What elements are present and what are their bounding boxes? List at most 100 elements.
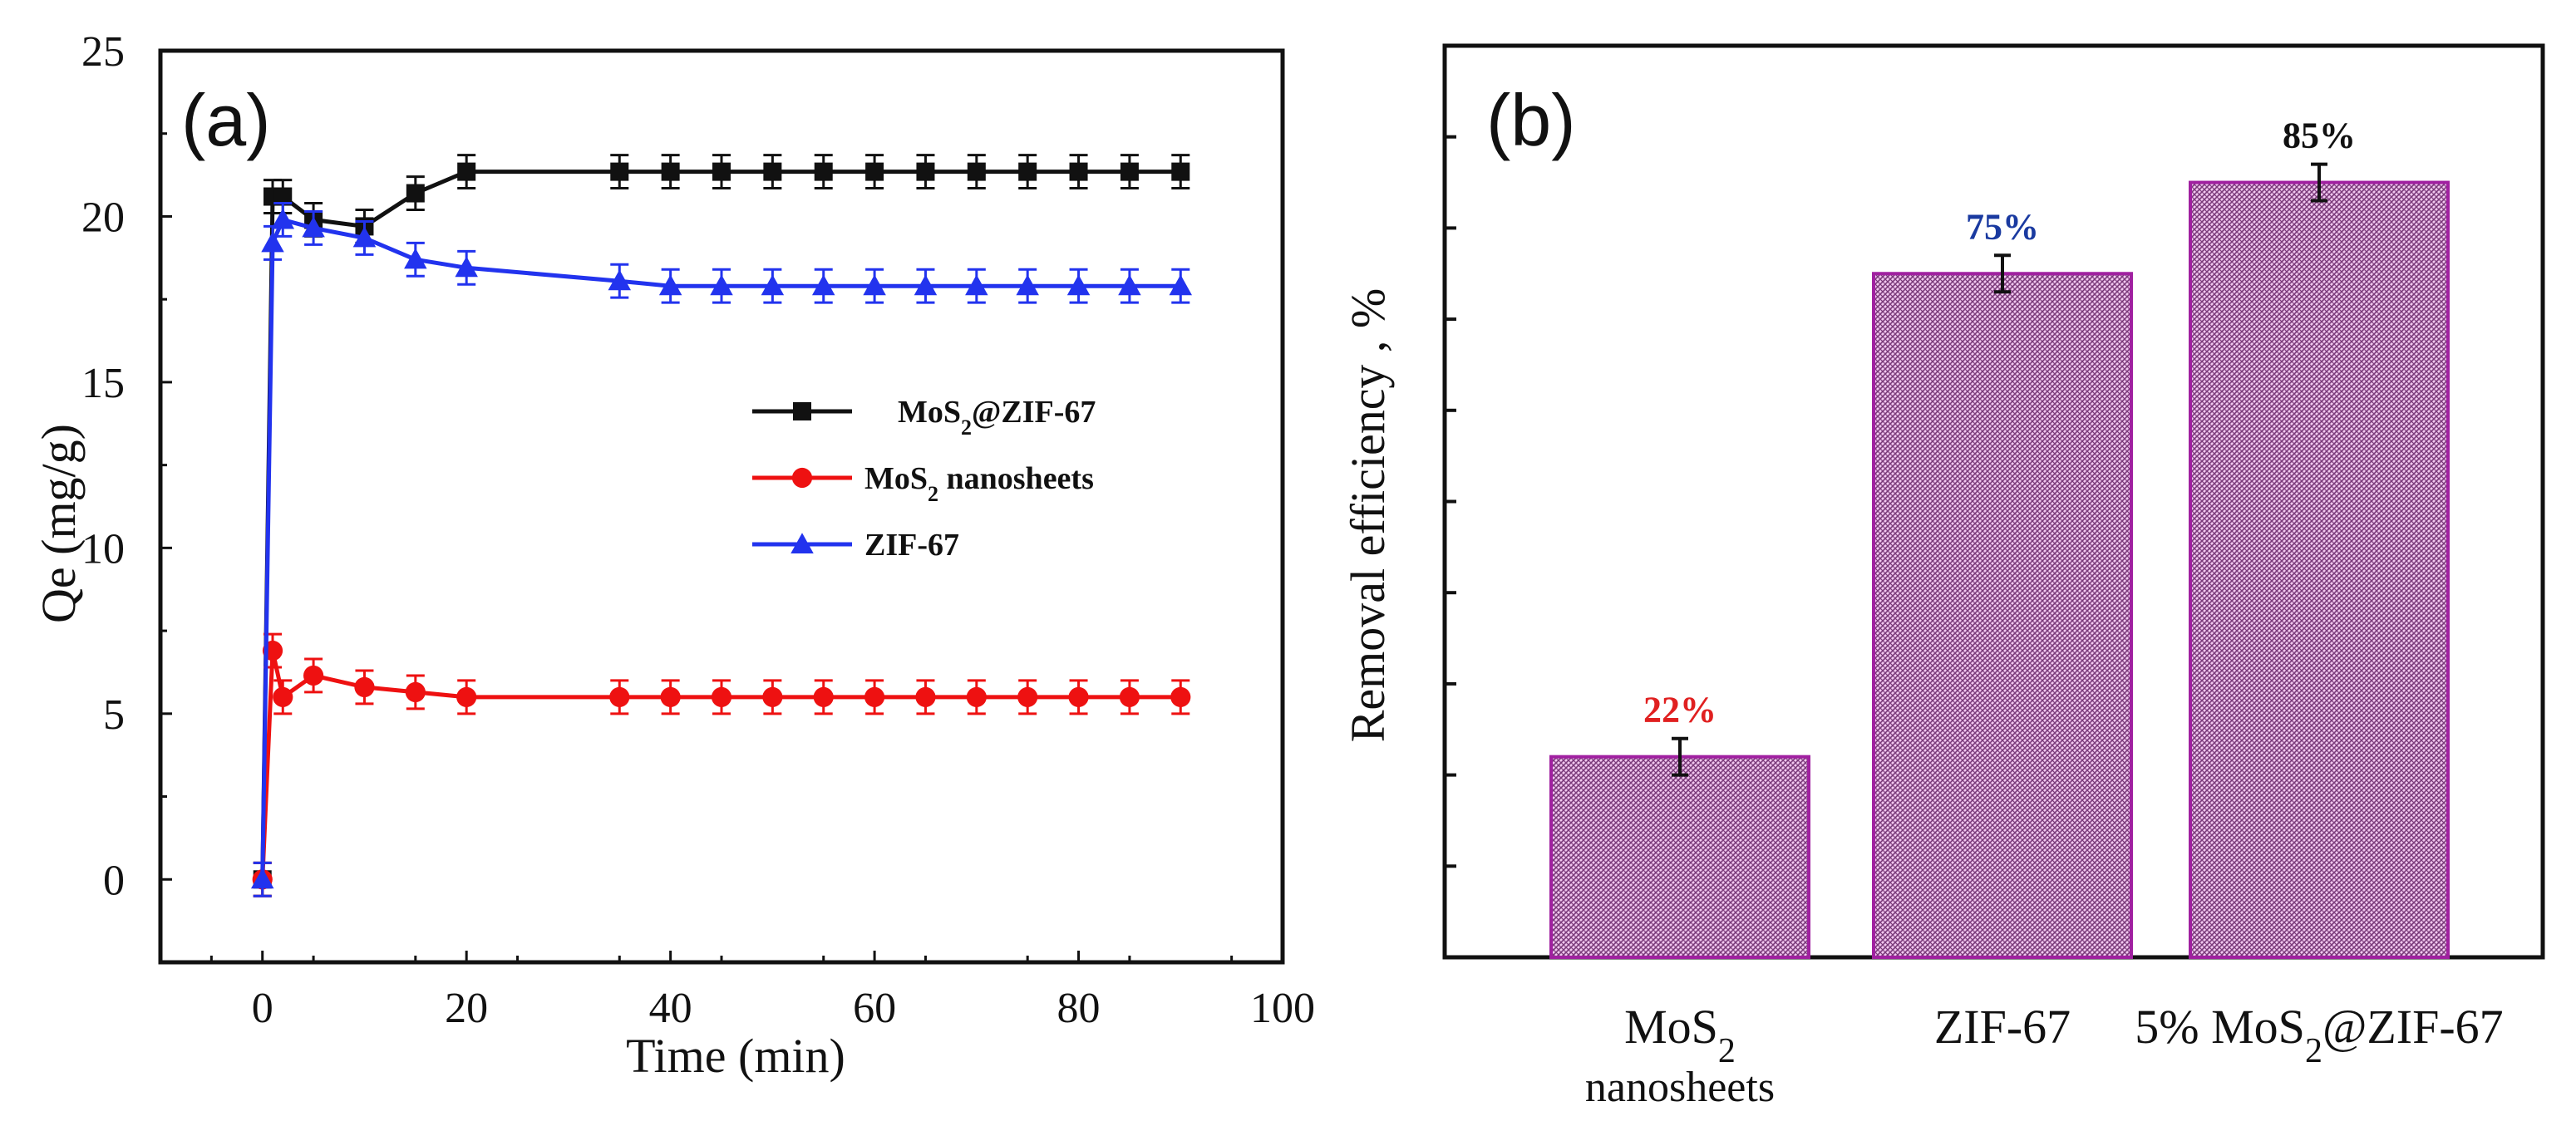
y-axis-label-b: Removal efficiency , % [1341,288,1395,743]
panel-label-a: (a) [181,79,271,161]
data-point-triangle [250,868,274,889]
data-point-circle [405,681,426,702]
legend-label: ZIF-67 [864,528,959,563]
data-point-triangle [302,216,325,238]
series-group-a [250,154,1193,897]
data-point-circle [1119,686,1140,707]
data-point-square [457,162,476,181]
bar-value-label: 22% [1643,690,1717,730]
data-point-square [1069,162,1088,181]
data-point-circle [1170,686,1191,707]
bar [1872,272,2133,959]
data-point-circle [966,686,987,707]
data-point-triangle [811,274,835,296]
legend-item: ZIF-67 [752,528,959,563]
legend-a: MoS2@ZIF-67 MoS2 nanosheets ZIF-67 [752,395,1096,563]
data-point-square [916,162,935,181]
series-mos2-nanosheets [252,632,1191,897]
data-point-square [763,162,782,181]
x-tick-labels-a: 0 20 40 60 80 100 [252,985,1315,1032]
data-point-square [712,162,731,181]
data-point-triangle [914,274,938,296]
data-point-square [406,184,425,203]
y-tick-label-a: 10 [81,525,125,573]
x-tick-label-a: 60 [853,985,896,1032]
data-point-circle [864,686,885,707]
data-point-square [793,402,811,420]
axis-ticks-b [1445,135,1456,868]
data-point-circle [1068,686,1089,707]
legend-label: MoS2@ZIF-67 [898,395,1096,440]
data-point-square [610,162,629,181]
legend-item: MoS2@ZIF-67 [752,395,1096,440]
data-point-triangle [863,274,886,296]
panel-a-line-chart: 0 20 40 60 80 100 0 5 10 15 20 25 (a) Time (min) Q… [32,28,1315,1083]
category-label-line2: nanosheets [1585,1064,1775,1111]
data-point-triangle [965,274,988,296]
series-zif-67 [250,201,1193,897]
y-tick-label-a: 0 [103,857,125,904]
data-point-square [1171,162,1190,181]
x-tick-label-a: 20 [445,985,488,1032]
data-point-triangle [352,226,377,248]
category-label: ZIF-67 [1934,1000,2071,1054]
data-point-square [661,162,680,181]
data-point-circle [762,686,783,707]
data-point-circle [273,686,293,707]
y-tick-label-a: 15 [81,360,125,407]
data-point-square [1120,162,1139,181]
data-point-circle [456,686,477,707]
bar-group: 85% [2189,116,2450,960]
category-label: 5% MoS2@ZIF-67 [2135,1000,2503,1070]
x-tick-label-a: 0 [252,985,273,1032]
bar-value-label: 85% [2283,116,2356,156]
data-point-triangle [1066,274,1091,296]
y-axis-label-a: Qe (mg/g) [32,424,86,623]
x-tick-label-a: 80 [1057,985,1101,1032]
data-point-triangle [261,231,284,253]
data-point-triangle [1169,274,1193,296]
data-point-triangle [608,269,632,291]
data-point-circle [791,467,813,489]
data-point-square [814,162,833,181]
y-tick-label-a: 20 [81,194,125,241]
data-point-triangle [710,274,733,296]
data-point-triangle [761,274,785,296]
bar-group: 75% [1872,206,2133,959]
data-point-triangle [404,248,427,269]
data-point-square [967,162,986,181]
axis-ticks-a [160,49,1284,962]
bars-b: 22% 75% 85% [1549,116,2450,960]
bar [2189,180,2450,960]
panel-label-b: (b) [1486,79,1576,161]
bar-value-label: 75% [1966,206,2039,247]
data-point-circle [1017,686,1038,707]
data-point-triangle [1118,274,1141,296]
data-point-circle [711,686,732,707]
bar [1549,755,1810,959]
series-line [260,217,1181,880]
data-point-circle [354,676,375,698]
data-point-triangle [1016,274,1039,296]
data-point-circle [660,686,681,707]
bar-group: 22% [1549,690,1810,959]
series-mos2-zif-67 [253,154,1190,897]
data-point-square [273,187,293,206]
legend-label: MoS2 nanosheets [864,461,1094,506]
category-label: MoS2 [1624,1000,1736,1070]
legend-item: MoS2 nanosheets [752,461,1094,506]
x-tick-label-a: 100 [1250,985,1315,1032]
data-point-circle [813,686,834,707]
data-point-circle [915,686,936,707]
y-tick-label-a: 5 [103,691,125,739]
data-point-circle [303,665,324,686]
x-tick-label-a: 40 [649,985,692,1032]
data-point-triangle [791,533,814,553]
data-point-triangle [455,256,478,278]
y-tick-labels-a: 0 5 10 15 20 25 [81,28,125,904]
data-point-circle [609,686,630,707]
data-point-square [865,162,884,181]
